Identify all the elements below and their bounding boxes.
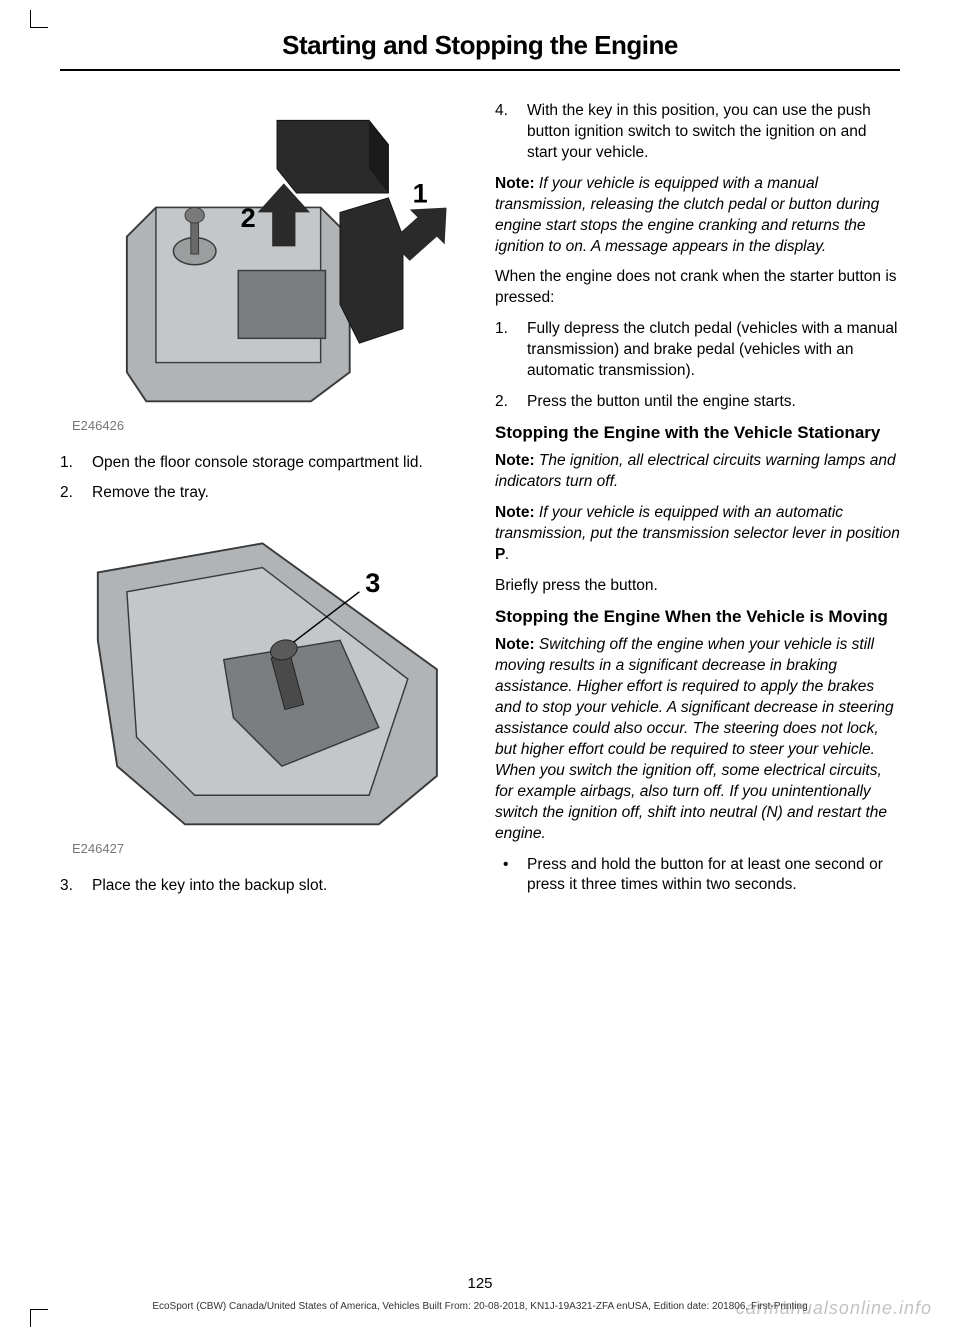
note-3-label: Note: bbox=[495, 504, 535, 521]
steps-list-3: With the key in this position, you can u… bbox=[495, 101, 900, 164]
step-1: Open the floor console storage compartme… bbox=[60, 453, 465, 474]
figure-2-image: 3 bbox=[60, 524, 465, 834]
note-1: Note: If your vehicle is equipped with a… bbox=[495, 174, 900, 258]
figure-2: 3 E246427 bbox=[60, 524, 465, 858]
crank-step-2: Press the button until the engine starts… bbox=[495, 392, 900, 413]
right-column: With the key in this position, you can u… bbox=[495, 101, 900, 907]
para-crank: When the engine does not crank when the … bbox=[495, 267, 900, 309]
note-4-label: Note: bbox=[495, 636, 535, 653]
step-4: With the key in this position, you can u… bbox=[495, 101, 900, 164]
note-1-label: Note: bbox=[495, 175, 535, 192]
para-briefly: Briefly press the button. bbox=[495, 576, 900, 597]
bullet-list: Press and hold the button for at least o… bbox=[495, 855, 900, 897]
note-3: Note: If your vehicle is equipped with a… bbox=[495, 503, 900, 566]
page-number: 125 bbox=[0, 1275, 960, 1292]
left-column: 1 2 E246426 Open the floor console stora… bbox=[60, 101, 465, 907]
note-4: Note: Switching off the engine when your… bbox=[495, 635, 900, 844]
steps-list-1: Open the floor console storage compartme… bbox=[60, 453, 465, 505]
watermark: carmanualsonline.info bbox=[736, 1298, 932, 1319]
heading-stationary: Stopping the Engine with the Vehicle Sta… bbox=[495, 423, 900, 443]
note-3-text-b: . bbox=[505, 546, 509, 563]
content-columns: 1 2 E246426 Open the floor console stora… bbox=[60, 101, 900, 907]
note-4-text: Switching off the engine when your vehic… bbox=[495, 636, 894, 841]
step-3: Place the key into the backup slot. bbox=[60, 876, 465, 897]
callout-3: 3 bbox=[365, 567, 380, 598]
figure-2-caption: E246427 bbox=[72, 840, 465, 858]
step-2: Remove the tray. bbox=[60, 483, 465, 504]
note-3-bold: P bbox=[495, 546, 505, 563]
callout-2: 2 bbox=[241, 202, 256, 233]
page-header: Starting and Stopping the Engine bbox=[60, 30, 900, 71]
figure-1-caption: E246426 bbox=[72, 417, 465, 435]
note-3-text-a: If your vehicle is equipped with an auto… bbox=[495, 504, 900, 542]
page-title: Starting and Stopping the Engine bbox=[60, 30, 900, 61]
crank-step-1: Fully depress the clutch pedal (vehicles… bbox=[495, 319, 900, 382]
figure-1: 1 2 E246426 bbox=[60, 101, 465, 435]
steps-list-2: Place the key into the backup slot. bbox=[60, 876, 465, 897]
note-1-text: If your vehicle is equipped with a manua… bbox=[495, 175, 879, 255]
note-2-text: The ignition, all electrical circuits wa… bbox=[495, 452, 896, 490]
callout-1: 1 bbox=[413, 178, 428, 209]
crop-mark-top bbox=[30, 10, 48, 28]
bullet-1: Press and hold the button for at least o… bbox=[495, 855, 900, 897]
figure-1-image: 1 2 bbox=[60, 101, 465, 411]
note-2: Note: The ignition, all electrical circu… bbox=[495, 451, 900, 493]
heading-moving: Stopping the Engine When the Vehicle is … bbox=[495, 607, 900, 627]
note-2-label: Note: bbox=[495, 452, 535, 469]
crank-list: Fully depress the clutch pedal (vehicles… bbox=[495, 319, 900, 413]
